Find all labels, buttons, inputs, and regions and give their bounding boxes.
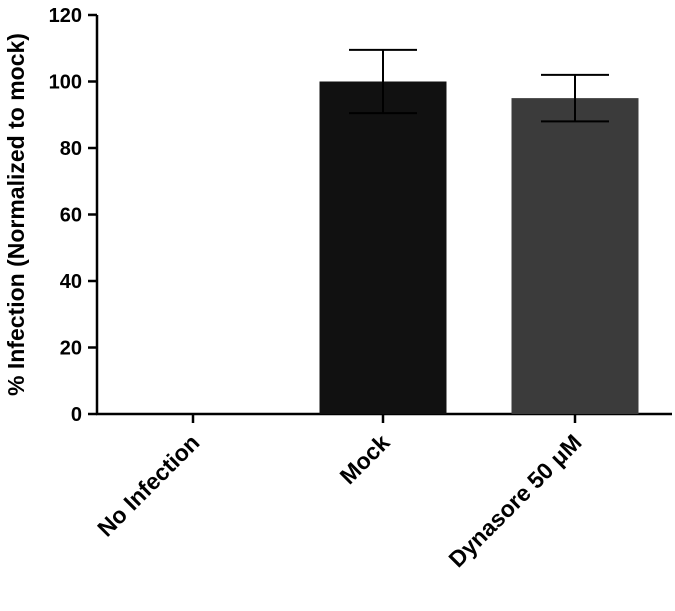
y-tick-label: 80 xyxy=(60,138,82,160)
y-axis: 0 20 40 60 80 100 120 xyxy=(49,5,99,426)
x-tick-labels: No Infection Mock Dynasore 50 μM xyxy=(92,429,586,572)
x-axis xyxy=(96,412,672,423)
x-tick-label: Mock xyxy=(335,429,395,489)
y-tick-label: 120 xyxy=(49,5,82,27)
y-tick-label: 40 xyxy=(60,271,82,293)
y-axis-label-group: % Infection (Normalized to mock) xyxy=(3,33,29,396)
bar xyxy=(319,81,447,414)
x-tick-label: Dynasore 50 μM xyxy=(443,429,586,572)
y-tick-label: 20 xyxy=(60,338,82,360)
y-tick-label: 100 xyxy=(49,72,82,94)
y-tick-label: 60 xyxy=(60,205,82,227)
error-bars xyxy=(349,48,609,123)
bar xyxy=(511,98,639,414)
x-tick-label: No Infection xyxy=(92,429,204,541)
bars xyxy=(319,81,639,414)
y-axis-label: % Infection (Normalized to mock) xyxy=(3,33,29,396)
y-tick-label: 0 xyxy=(71,404,82,426)
